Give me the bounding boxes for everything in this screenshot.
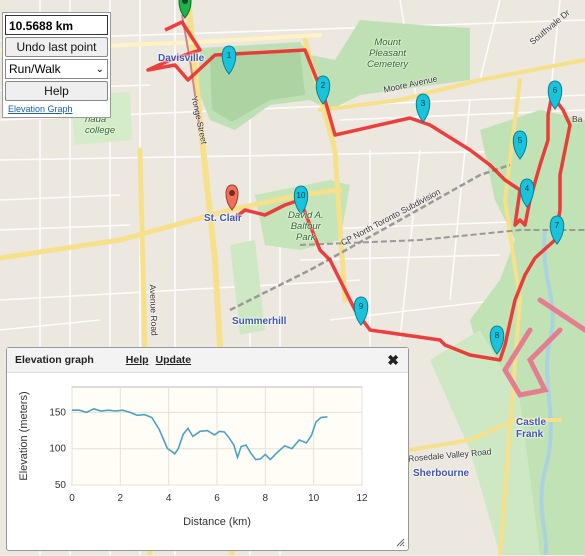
y-tick-label: 50 xyxy=(55,480,67,491)
y-tick-label: 150 xyxy=(49,407,66,418)
x-tick-label: 4 xyxy=(166,493,172,504)
x-tick-label: 6 xyxy=(214,493,220,504)
ravine-green-2 xyxy=(430,330,540,555)
route-marker[interactable]: 10 xyxy=(293,185,309,215)
don-valley xyxy=(502,327,563,398)
route-line xyxy=(146,20,572,362)
route-marker-label: 7 xyxy=(555,221,560,230)
x-tick-label: 8 xyxy=(263,493,269,504)
moore-avenue xyxy=(318,58,585,112)
subway-line xyxy=(181,14,201,131)
elevation-panel-header[interactable]: Elevation graph Help Update ✖ xyxy=(7,348,408,373)
st-clair-station-label: St. Clair xyxy=(204,213,242,224)
distance-readout: 10.5688 km xyxy=(5,15,108,35)
don-valley-2 xyxy=(537,297,585,333)
elevation-graph-panel: Elevation graph Help Update ✖ 0 2 4 6 8 10 12 1… xyxy=(6,347,409,551)
bay-label: Ba xyxy=(572,114,583,124)
chevron-down-icon: ⌄ xyxy=(95,63,104,75)
elevation-chart: 0 2 4 6 8 10 12 150 100 50 Distance (km) Elevation … xyxy=(18,386,368,528)
route-marker-label: 4 xyxy=(525,184,530,193)
route-marker-label: 3 xyxy=(421,99,426,108)
route-marker-label: 2 xyxy=(321,81,326,90)
river xyxy=(539,229,555,555)
summerhill-green xyxy=(230,240,265,335)
davisville-station-label: Davisville xyxy=(158,53,205,64)
x-tick-label: 12 xyxy=(356,493,368,504)
close-icon[interactable]: ✖ xyxy=(387,352,399,368)
summerhill-station-label: Summerhill xyxy=(232,316,287,327)
end-marker[interactable] xyxy=(225,184,239,211)
x-axis-label: Distance (km) xyxy=(183,516,251,528)
route-control-panel: 10.5688 km Undo last point Run/Walk ⌄ He… xyxy=(2,12,111,118)
balfour-park-label: David A. Balfour Park xyxy=(288,210,324,243)
x-tick-label: 2 xyxy=(118,493,124,504)
rosedale-valley xyxy=(408,418,562,452)
mode-select-value: Run/Walk xyxy=(9,62,61,76)
route-marker[interactable]: 8 xyxy=(489,325,505,355)
elevation-graph-link[interactable]: Elevation Graph xyxy=(8,104,73,114)
route-marker-label: 6 xyxy=(553,86,558,95)
y-axis-label: Elevation (meters) xyxy=(18,391,30,480)
cp-railway xyxy=(229,163,511,312)
x-tick-label: 10 xyxy=(308,493,320,504)
help-button[interactable]: Help xyxy=(5,81,108,101)
castle-frank-station-label: Castle Frank xyxy=(516,417,547,440)
elevation-series-line xyxy=(72,407,328,461)
route-marker[interactable]: 5 xyxy=(512,130,528,160)
st-clair-ave xyxy=(0,187,343,261)
undo-last-point-button[interactable]: Undo last point xyxy=(5,37,108,57)
cemetery-hatch xyxy=(210,50,305,122)
cemetery-park xyxy=(198,20,470,130)
route-marker[interactable]: 3 xyxy=(415,93,431,123)
route-marker[interactable]: 2 xyxy=(315,75,331,105)
route-marker[interactable]: 7 xyxy=(549,215,565,245)
route-marker-label: 10 xyxy=(297,191,306,200)
college-label: nada college xyxy=(85,114,116,136)
resize-handle-icon[interactable] xyxy=(395,537,405,547)
elevation-panel-title: Elevation graph xyxy=(15,354,94,366)
elevation-update-link[interactable]: Update xyxy=(155,354,192,366)
route-marker-label: 5 xyxy=(518,136,523,145)
route-marker[interactable]: 6 xyxy=(547,80,563,110)
sherbourne-station-label: Sherbourne xyxy=(413,468,470,479)
route-marker[interactable]: 9 xyxy=(353,296,369,326)
mode-select[interactable]: Run/Walk ⌄ xyxy=(5,59,108,79)
start-marker[interactable] xyxy=(178,0,192,19)
bayview xyxy=(498,78,523,555)
route-marker-label: 1 xyxy=(227,51,232,60)
route-marker-label: 9 xyxy=(359,302,364,311)
route-marker-label: 8 xyxy=(495,331,500,340)
cemetery-label: Mount Pleasant Cemetery xyxy=(367,37,409,70)
route-marker[interactable]: 4 xyxy=(519,178,535,208)
route-marker[interactable]: 1 xyxy=(221,45,237,75)
x-tick-label: 0 xyxy=(69,493,75,504)
elevation-help-link[interactable]: Help xyxy=(125,354,149,366)
y-tick-label: 100 xyxy=(49,444,66,455)
avenue-road-label: Avenue Road xyxy=(147,284,160,336)
